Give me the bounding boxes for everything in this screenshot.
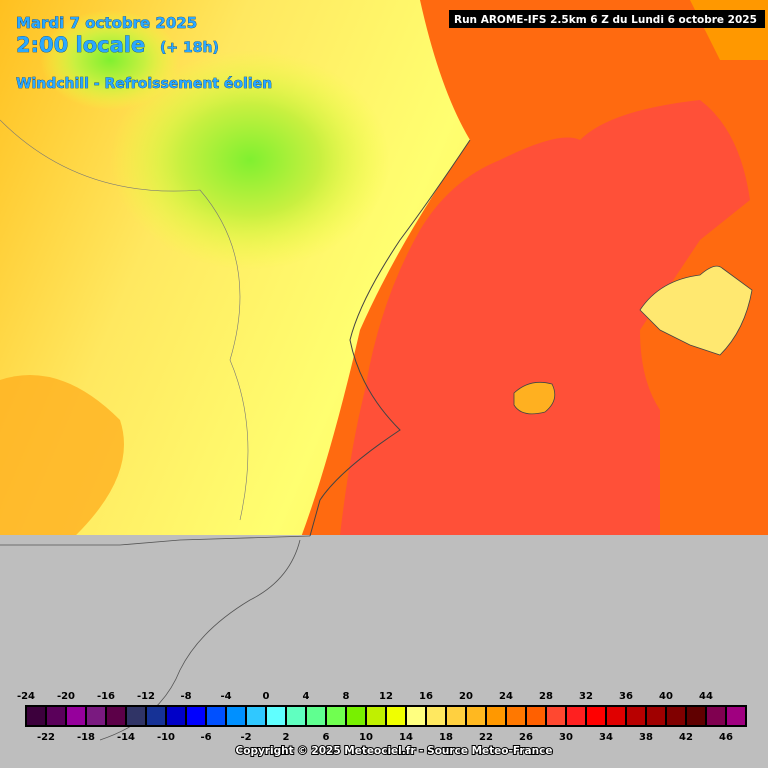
legend-tick-label: 22 [479,732,493,743]
legend-tick-label: 20 [459,691,473,702]
legend-swatch [427,707,445,725]
legend-swatch [147,707,165,725]
legend-swatch [687,707,705,725]
legend-swatch [47,707,65,725]
forecast-offset: (+ 18h) [160,40,219,56]
legend-swatch [167,707,185,725]
legend-tick-label: 46 [719,732,733,743]
legend-swatch [547,707,565,725]
copyright: Copyright © 2025 Meteociel.fr - Source M… [236,745,553,757]
legend-tick-label: 44 [699,691,713,702]
legend-swatch [67,707,85,725]
legend-swatch [727,707,745,725]
parameter-name: Windchill - Refroissement éolien [16,76,272,92]
legend-tick-label: 18 [439,732,453,743]
legend-swatch [467,707,485,725]
legend-swatch [407,707,425,725]
legend-swatch [567,707,585,725]
legend-tick-label: -24 [17,691,35,702]
legend-tick-label: 16 [419,691,433,702]
legend-swatch [207,707,225,725]
legend-tick-label: -16 [97,691,115,702]
legend-tick-label: 2 [283,732,290,743]
legend: -24-22-20-18-16-14-12-10-8-6-4-202468101… [17,691,747,743]
legend-tick-label: 6 [323,732,330,743]
legend-tick-label: 38 [639,732,653,743]
legend-swatch [627,707,645,725]
legend-swatch [647,707,665,725]
legend-tick-label: 42 [679,732,693,743]
forecast-time: 2:00 locale [16,33,145,57]
legend-swatch [587,707,605,725]
legend-tick-label: -18 [77,732,95,743]
legend-swatch [127,707,145,725]
legend-tick-label: 8 [343,691,350,702]
legend-frame [25,705,747,727]
run-box [449,10,765,28]
legend-tick-label: -10 [157,732,175,743]
legend-tick-label: 30 [559,732,573,743]
legend-tick-label: -8 [180,691,191,702]
legend-tick-label: 12 [379,691,393,702]
legend-tick-label: 28 [539,691,553,702]
legend-tick-label: 40 [659,691,673,702]
legend-swatch [227,707,245,725]
legend-swatch [527,707,545,725]
legend-swatch [507,707,525,725]
legend-tick-label: 0 [263,691,270,702]
legend-swatch [607,707,625,725]
legend-swatch [447,707,465,725]
legend-swatch [667,707,685,725]
legend-tick-label: -4 [220,691,231,702]
legend-tick-label: -12 [137,691,155,702]
legend-swatch [27,707,45,725]
legend-tick-label: -6 [200,732,211,743]
legend-swatch [187,707,205,725]
legend-tick-label: 24 [499,691,513,702]
legend-swatch [387,707,405,725]
legend-tick-label: 26 [519,732,533,743]
legend-swatch [327,707,345,725]
legend-swatch [347,707,365,725]
legend-tick-label: 32 [579,691,593,702]
legend-swatch [267,707,285,725]
legend-tick-label: 36 [619,691,633,702]
run-info: Run AROME-IFS 2.5km 6 Z du Lundi 6 octob… [454,14,757,26]
legend-swatch [367,707,385,725]
legend-tick-label: 4 [303,691,310,702]
legend-swatch [247,707,265,725]
legend-tick-label: -22 [37,732,55,743]
legend-swatch [707,707,725,725]
legend-swatch [307,707,325,725]
legend-swatch [287,707,305,725]
legend-tick-label: 10 [359,732,373,743]
legend-swatch [487,707,505,725]
legend-swatch [107,707,125,725]
forecast-date: Mardi 7 octobre 2025 [16,14,197,32]
legend-tick-label: 34 [599,732,613,743]
legend-tick-label: 14 [399,732,413,743]
legend-tick-label: -20 [57,691,75,702]
legend-tick-label: -2 [240,732,251,743]
legend-swatch [87,707,105,725]
legend-tick-label: -14 [117,732,135,743]
